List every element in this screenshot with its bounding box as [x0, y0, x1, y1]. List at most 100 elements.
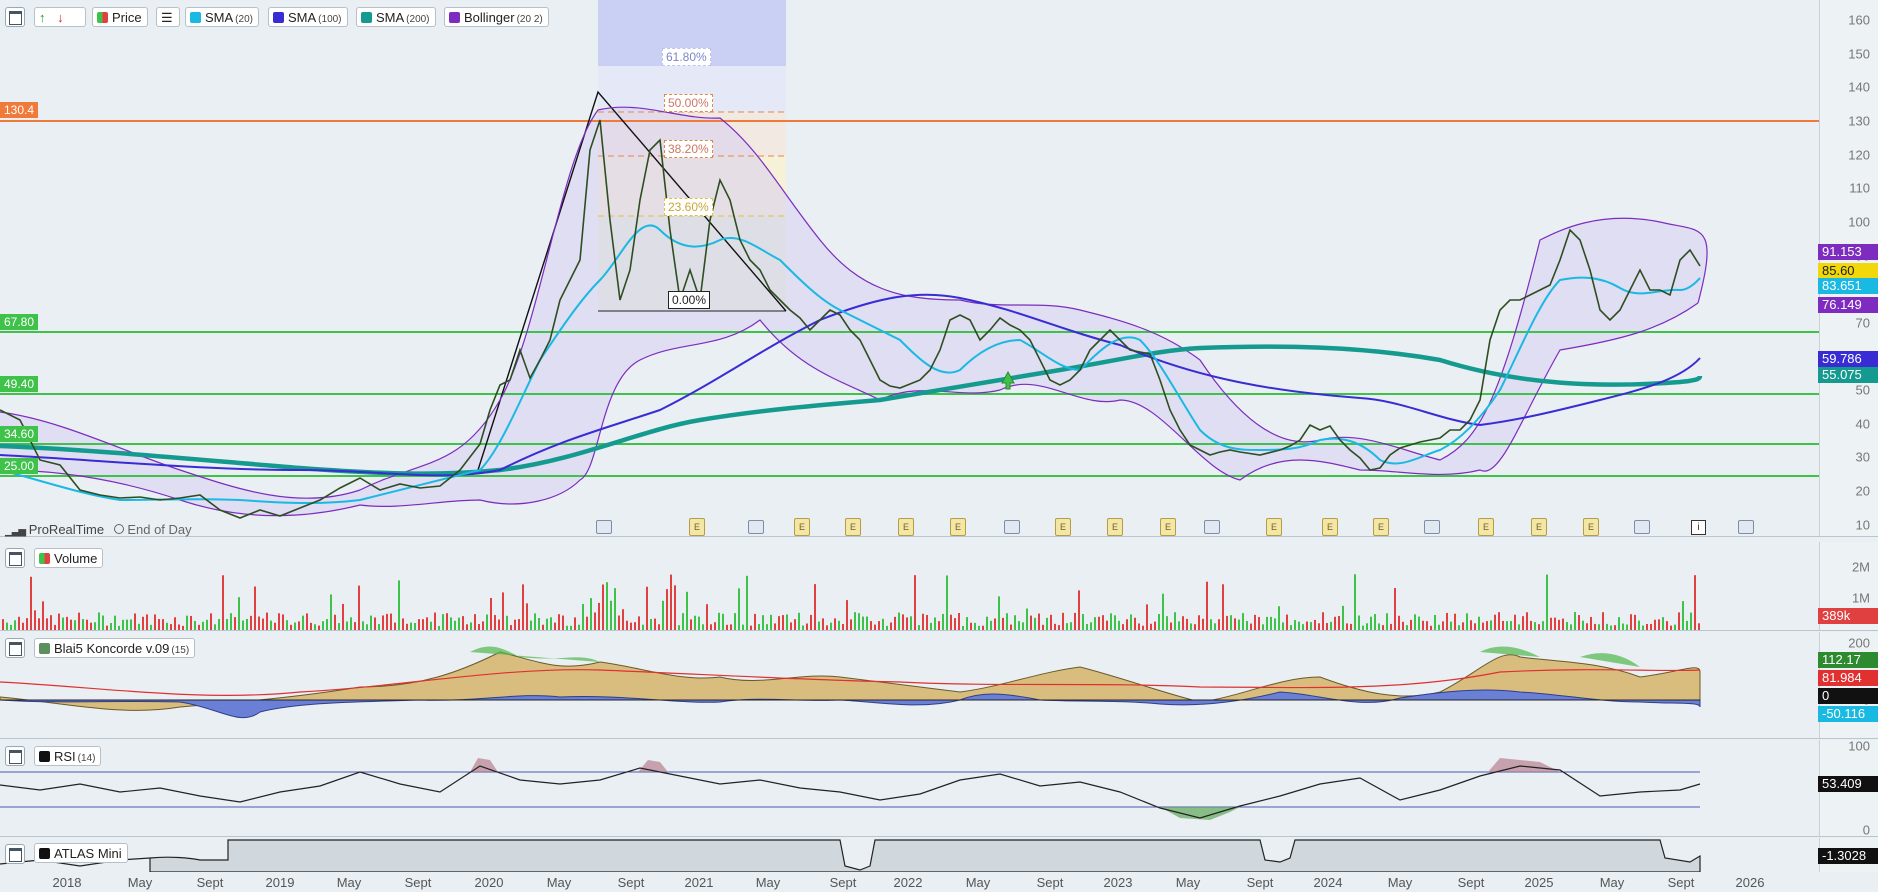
volume-bar: [322, 621, 324, 630]
earnings-icon[interactable]: E: [1160, 518, 1176, 536]
dividend-icon[interactable]: [1634, 520, 1650, 534]
earnings-icon[interactable]: E: [1266, 518, 1282, 536]
earnings-icon[interactable]: E: [1531, 518, 1547, 536]
volume-bar: [1210, 619, 1212, 630]
earnings-icon[interactable]: E: [1055, 518, 1071, 536]
volume-bar: [1374, 614, 1376, 630]
koncorde-chip[interactable]: Blai5 Koncorde v.09 (15): [34, 638, 196, 658]
volume-bar: [554, 622, 556, 630]
volume-chip-label: Volume: [54, 551, 98, 566]
x-tick: May: [546, 875, 572, 890]
dividend-icon[interactable]: [748, 520, 764, 534]
volume-bar: [198, 624, 200, 630]
volume-bar: [378, 624, 380, 630]
rsi-panel[interactable]: RSI (14) 100 0 53.409: [0, 739, 1878, 838]
dividend-icon[interactable]: [1738, 520, 1754, 534]
volume-bar: [230, 613, 232, 630]
dividend-icon[interactable]: [1424, 520, 1440, 534]
volume-tick: 1M: [1851, 590, 1870, 606]
dividend-icon[interactable]: [1004, 520, 1020, 534]
earnings-icon[interactable]: E: [1373, 518, 1389, 536]
window-icon[interactable]: [5, 548, 25, 568]
volume-bar: [1542, 621, 1544, 630]
volume-bar: [1262, 624, 1264, 630]
sma100-chip[interactable]: SMA (100): [268, 7, 348, 27]
dividend-icon[interactable]: [1204, 520, 1220, 534]
sma20-badge: 83.651: [1818, 278, 1878, 294]
bollinger-chip[interactable]: Bollinger (20 2): [444, 7, 549, 27]
sma20-line: [0, 224, 1701, 505]
sma20-chip-param: (20): [235, 14, 253, 25]
volume-bar: [266, 612, 268, 630]
price-swatch-icon: [97, 12, 108, 23]
price-chart[interactable]: [0, 0, 1820, 536]
volume-bar: [926, 614, 928, 630]
signal-arrow-icon[interactable]: [1001, 370, 1015, 390]
list-icon: ☰: [161, 10, 173, 25]
sma100-badge: 59.786: [1818, 351, 1878, 367]
volume-bar: [986, 616, 988, 630]
volume-bar: [82, 619, 84, 630]
volume-bar: [1658, 619, 1660, 630]
volume-bar: [558, 614, 560, 630]
volume-bar: [1646, 623, 1648, 630]
x-tick: May: [755, 875, 781, 890]
volume-bar: [1310, 622, 1312, 630]
volume-chip[interactable]: Volume: [34, 548, 104, 568]
window-icon[interactable]: [5, 638, 25, 658]
atlas-chip[interactable]: ATLAS Mini: [34, 843, 128, 863]
earnings-icon[interactable]: E: [1583, 518, 1599, 536]
sma100-swatch-icon: [273, 12, 284, 23]
volume-bar: [350, 617, 352, 630]
volume-bar: [538, 617, 540, 630]
volume-bar: [1042, 624, 1044, 630]
volume-bar: [510, 625, 512, 630]
earnings-icon[interactable]: E: [845, 518, 861, 536]
volume-bar: [1034, 617, 1036, 630]
volume-bar: [1142, 625, 1144, 630]
list-menu-button[interactable]: ☰: [156, 7, 180, 27]
volume-bar: [666, 589, 668, 630]
price-tick: 50: [1855, 382, 1870, 398]
sma20-chip[interactable]: SMA (20): [185, 7, 259, 27]
earnings-icon[interactable]: E: [689, 518, 705, 536]
earnings-icon[interactable]: E: [898, 518, 914, 536]
window-icon[interactable]: [5, 844, 25, 864]
price-panel[interactable]: 130.4 67.80 49.40 34.60 25.00 61.80% 50.…: [0, 0, 1878, 537]
volume-bar: [58, 613, 60, 630]
trend-arrows-button[interactable]: ↑ ↓: [34, 7, 86, 27]
volume-bar: [210, 613, 212, 630]
volume-bar: [1050, 614, 1052, 630]
volume-bar: [714, 622, 716, 630]
earnings-icon[interactable]: E: [1107, 518, 1123, 536]
dividend-icon[interactable]: [596, 520, 612, 534]
koncorde-panel[interactable]: Blai5 Koncorde v.09(15) 200 0 112.17 81.…: [0, 632, 1878, 739]
earnings-icon[interactable]: E: [1322, 518, 1338, 536]
info-icon[interactable]: i: [1691, 520, 1706, 535]
volume-bar: [1322, 612, 1324, 630]
volume-panel[interactable]: Volume 2M 1M 389k: [0, 542, 1878, 631]
volume-bar: [550, 617, 552, 630]
window-icon[interactable]: [5, 7, 25, 27]
volume-bar: [618, 615, 620, 630]
volume-bar: [894, 616, 896, 630]
earnings-icon[interactable]: E: [950, 518, 966, 536]
earnings-icon[interactable]: E: [1478, 518, 1494, 536]
volume-bars: [2, 574, 1700, 630]
time-axis[interactable]: [0, 872, 1878, 892]
volume-bar: [802, 625, 804, 630]
earnings-icon[interactable]: E: [794, 518, 810, 536]
volume-bar: [930, 622, 932, 630]
koncorde-chip-label: Blai5 Koncorde v.09: [54, 641, 170, 656]
price-chip[interactable]: Price: [92, 7, 148, 27]
volume-bar: [1494, 614, 1496, 630]
volume-bar: [806, 623, 808, 630]
atlas-panel[interactable]: ATLAS Mini -1.3028: [0, 838, 1878, 873]
volume-bar: [1058, 625, 1060, 630]
sma200-chip[interactable]: SMA (200): [356, 7, 436, 27]
rsi-chip[interactable]: RSI (14): [34, 746, 102, 766]
volume-bar: [1486, 621, 1488, 630]
window-icon[interactable]: [5, 746, 25, 766]
volume-bar: [1330, 621, 1332, 630]
volume-bar: [1126, 619, 1128, 630]
